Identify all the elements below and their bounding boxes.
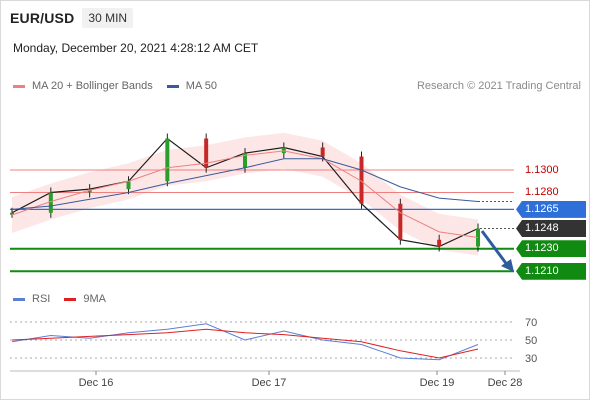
pair-label: EUR/USD [10, 10, 75, 26]
legend-ma20-label: MA 20 + Bollinger Bands [32, 80, 153, 92]
legend-rsi-swatch [13, 297, 25, 301]
ma20-line [11, 150, 479, 238]
legend-ma20: MA 20 + Bollinger Bands [13, 80, 153, 92]
level-label-1.1280: 1.1280 [525, 186, 559, 198]
level-label-1.1248: 1.1248 [516, 220, 586, 237]
rsi-tick-label: 70 [525, 317, 537, 329]
forecast-arrow-shaft [480, 230, 510, 267]
x-tick-label: Dec 17 [252, 377, 287, 389]
timeframe-badge[interactable]: 30 MIN [82, 8, 134, 28]
candle-body [165, 138, 170, 182]
forecast-arrow-head [501, 259, 514, 272]
timestamp: Monday, December 20, 2021 4:28:12 AM CET [13, 41, 259, 55]
legend-ma50: MA 50 [166, 80, 217, 92]
research-credit: Research © 2021 Trading Central [416, 80, 581, 92]
level-label-1.1300: 1.1300 [525, 163, 559, 176]
candle-body [87, 189, 92, 193]
level-label-1.1230: 1.1230 [516, 240, 586, 258]
candle-body [10, 212, 14, 215]
chart-header: EUR/USD 30 MIN [10, 8, 134, 28]
rsi-line [11, 323, 479, 361]
legend-9ma-label: 9MA [83, 293, 106, 305]
rsi-legend: RSI 9MA [13, 293, 120, 305]
candle-body [48, 192, 53, 213]
legend-9ma: 9MA [64, 293, 106, 305]
candle-body [204, 138, 209, 168]
candle-body [243, 153, 247, 168]
candle-body [359, 156, 364, 204]
legend-rsi: RSI [13, 293, 50, 305]
legend-ma20-swatch [13, 84, 25, 88]
x-tick-label: Dec 16 [79, 377, 114, 389]
ma50-line [11, 158, 479, 210]
candle-body [281, 147, 286, 154]
rsi-tick-label: 50 [525, 335, 537, 347]
rsi-tick-label: 30 [525, 353, 537, 365]
candle-body [320, 147, 325, 157]
candle-body [398, 203, 403, 240]
x-tick-label: Dec 19 [420, 377, 455, 389]
legend-9ma-swatch [64, 297, 77, 301]
legend-ma50-swatch [166, 84, 179, 88]
level-label-1.1210: 1.1210 [516, 262, 586, 280]
legend-ma50-label: MA 50 [185, 80, 217, 92]
price-legend: MA 20 + Bollinger Bands MA 50 [13, 80, 231, 92]
candle-body [126, 181, 131, 190]
legend-rsi-label: RSI [32, 293, 51, 305]
level-label-1.1265: 1.1265 [516, 200, 586, 218]
x-tick-label: Dec 28 [488, 377, 523, 389]
candle-body [437, 239, 442, 247]
rsi-9ma-line [11, 328, 479, 359]
